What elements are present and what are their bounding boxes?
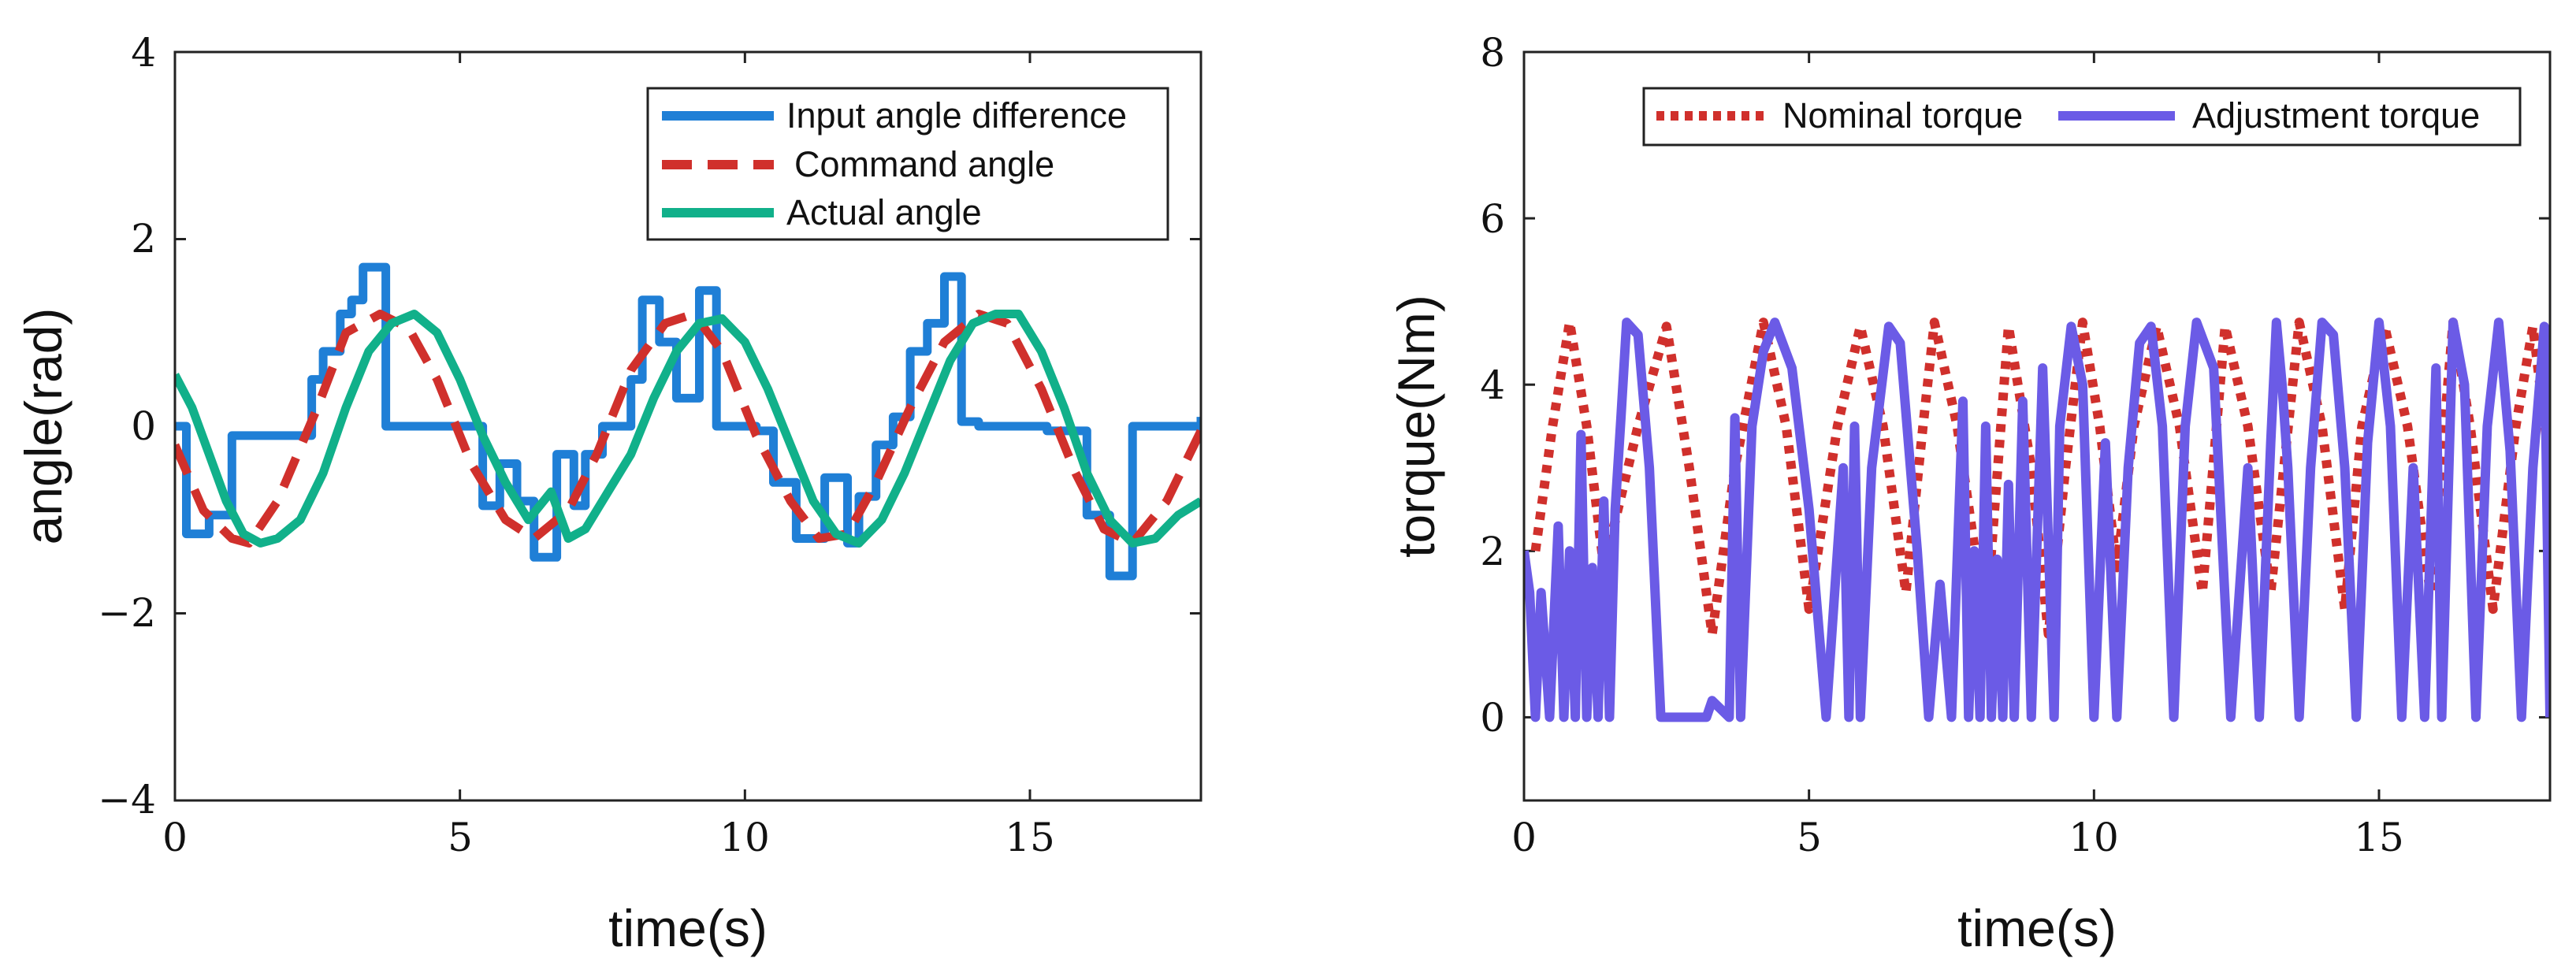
y-tick-label: 8 [1480,30,1505,76]
y-tick-group: 0 2 4 6 8 [1480,30,1505,741]
x-tick-label: 10 [2069,815,2119,860]
axes-frame [173,50,1203,802]
y-tick-label: 4 [1480,362,1505,408]
series-line-command-angle [175,310,1201,548]
x-tick-label: 10 [719,815,770,860]
y-axis-label: torque(Nm) [1387,295,1445,558]
series-line-adjustment-torque [1524,318,2550,722]
torque-chart: 0 5 10 15 0 2 4 6 8 time(s) torque(Nm) N… [1387,30,2552,957]
legend-label: Adjustment torque [2192,95,2480,136]
y-tick-group: −4 −2 0 2 4 [98,30,156,823]
legend-label: Actual angle [786,192,982,232]
y-tick-label: 2 [1480,529,1505,574]
legend-box [1642,87,2522,147]
y-tick-label: 0 [131,403,156,449]
angle-chart: 0 5 10 15 −4 −2 0 2 4 time(s) angle(rad)… [14,30,1203,957]
series-group [175,262,1201,581]
legend-label: Command angle [794,144,1054,184]
y-tick-label: 0 [1480,695,1505,741]
x-tick-group: 0 5 10 15 [1511,815,2404,860]
series-group [1524,318,2550,722]
x-tick-group: 0 5 10 15 [162,815,1055,860]
x-tick-label: 5 [448,815,473,860]
legend: Input angle difference Command angle Act… [646,87,1169,241]
series-line-actual-angle [175,310,1201,548]
x-axis-label: time(s) [608,899,768,957]
y-tick-label: −2 [98,590,156,636]
x-tick-label: 15 [2354,815,2404,860]
legend: Nominal torque Adjustment torque [1642,87,2522,147]
axes-frame [1522,50,2552,802]
series-line-nominal-torque [1530,318,2550,639]
y-tick-label: 6 [1480,196,1505,242]
series-line-input-angle-difference [175,262,1201,581]
x-tick-label: 0 [1511,815,1537,860]
x-tick-label: 5 [1797,815,1822,860]
y-tick-label: 2 [131,216,156,262]
x-tick-label: 15 [1005,815,1055,860]
legend-label: Input angle difference [786,95,1127,136]
y-tick-label: −4 [98,777,156,823]
x-tick-label: 0 [162,815,188,860]
y-tick-label: 4 [131,30,156,76]
legend-label: Nominal torque [1782,95,2023,136]
x-axis-label: time(s) [1957,899,2117,957]
y-axis-label: angle(rad) [14,308,72,545]
